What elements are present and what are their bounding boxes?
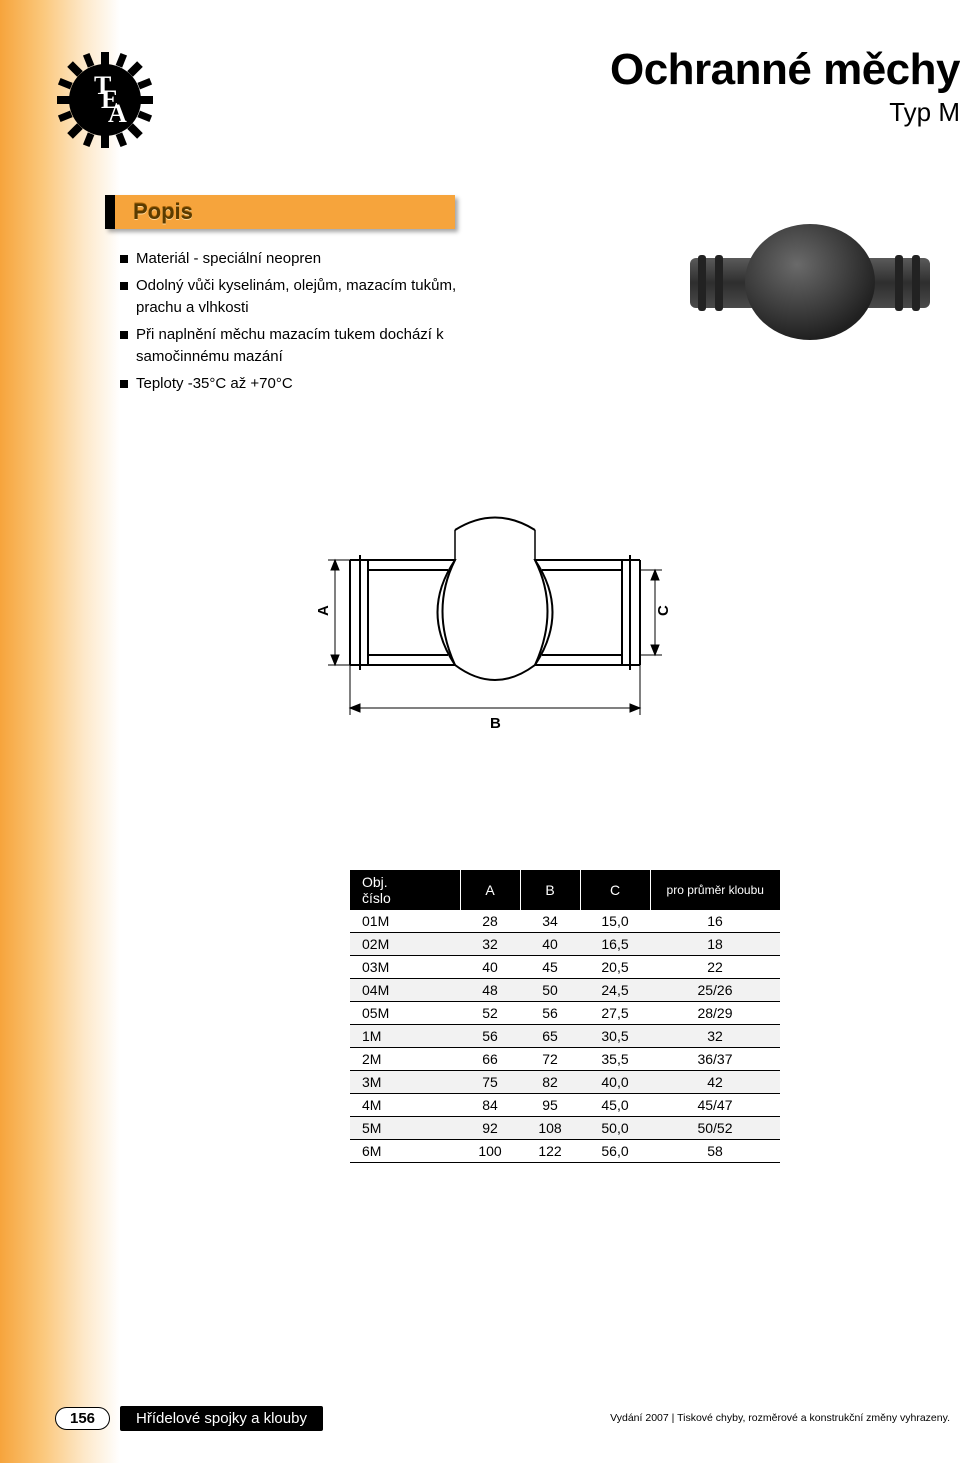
table-cell: 5M [350, 1117, 460, 1140]
table-cell: 16 [650, 910, 780, 933]
table-header-cell: A [460, 870, 520, 910]
table-cell: 6M [350, 1140, 460, 1163]
page-subtitle: Typ M [610, 97, 960, 128]
table-cell: 122 [520, 1140, 580, 1163]
footer-left: 156 Hřídelové spojky a klouby [55, 1406, 323, 1431]
table-body: 01M283415,01602M324016,51803M404520,5220… [350, 910, 780, 1163]
section-header-bar: Popis [105, 195, 455, 229]
table-cell: 36/37 [650, 1048, 780, 1071]
tea-logo-icon: T E A [55, 50, 155, 150]
diagram-label-a: A [315, 605, 332, 616]
footer-title-chip: Hřídelové spojky a klouby [120, 1406, 323, 1431]
table-cell: 18 [650, 933, 780, 956]
table-header-cell: C [580, 870, 650, 910]
table-cell: 40 [520, 933, 580, 956]
table-header-cell: Obj. číslo [350, 870, 460, 910]
table-header-row: Obj. čísloABCpro průměr kloubu [350, 870, 780, 910]
table-row: 01M283415,016 [350, 910, 780, 933]
table-cell: 1M [350, 1025, 460, 1048]
table-cell: 32 [460, 933, 520, 956]
diagram-label-c: C [655, 605, 672, 616]
table-cell: 32 [650, 1025, 780, 1048]
table-cell: 3M [350, 1071, 460, 1094]
table-row: 1M566530,532 [350, 1025, 780, 1048]
table-cell: 35,5 [580, 1048, 650, 1071]
table-row: 05M525627,528/29 [350, 1002, 780, 1025]
table-header-cell: pro průměr kloubu [650, 870, 780, 910]
table-cell: 2M [350, 1048, 460, 1071]
table-cell: 48 [460, 979, 520, 1002]
table-cell: 92 [460, 1117, 520, 1140]
page-title: Ochranné měchy [610, 45, 960, 95]
table-cell: 50 [520, 979, 580, 1002]
table-cell: 56 [520, 1002, 580, 1025]
page-footer: 156 Hřídelové spojky a klouby Vydání 200… [55, 1403, 950, 1433]
table-cell: 45 [520, 956, 580, 979]
table-cell: 16,5 [580, 933, 650, 956]
table-cell: 52 [460, 1002, 520, 1025]
table-cell: 40 [460, 956, 520, 979]
section-header-label: Popis [133, 199, 193, 225]
table-cell: 100 [460, 1140, 520, 1163]
table-row: 3M758240,042 [350, 1071, 780, 1094]
table-cell: 4M [350, 1094, 460, 1117]
table-cell: 30,5 [580, 1025, 650, 1048]
table-cell: 75 [460, 1071, 520, 1094]
table-cell: 25/26 [650, 979, 780, 1002]
table-cell: 02M [350, 933, 460, 956]
table-cell: 95 [520, 1094, 580, 1117]
table-row: 5M9210850,050/52 [350, 1117, 780, 1140]
table-cell: 82 [520, 1071, 580, 1094]
page-number: 156 [55, 1407, 110, 1430]
table-cell: 15,0 [580, 910, 650, 933]
table-cell: 05M [350, 1002, 460, 1025]
description-bullet: Materiál - speciální neopren [120, 248, 500, 271]
page-root: T E A Ochranné měchy Typ M Popis Materiá… [0, 0, 960, 1463]
table-cell: 50,0 [580, 1117, 650, 1140]
table-row: 04M485024,525/26 [350, 979, 780, 1002]
table-cell: 72 [520, 1048, 580, 1071]
table-cell: 84 [460, 1094, 520, 1117]
table-row: 4M849545,045/47 [350, 1094, 780, 1117]
table-cell: 58 [650, 1140, 780, 1163]
description-bullet: Při naplnění měchu mazacím tukem dochází… [120, 324, 500, 369]
table-row: 02M324016,518 [350, 933, 780, 956]
table-cell: 22 [650, 956, 780, 979]
technical-diagram: A C B [310, 500, 680, 750]
table-cell: 40,0 [580, 1071, 650, 1094]
svg-text:A: A [108, 99, 127, 128]
diagram-label-b: B [490, 715, 501, 732]
product-photo [680, 200, 940, 360]
table-cell: 01M [350, 910, 460, 933]
table-cell: 27,5 [580, 1002, 650, 1025]
table-cell: 03M [350, 956, 460, 979]
table-cell: 45/47 [650, 1094, 780, 1117]
table-cell: 24,5 [580, 979, 650, 1002]
description-bullet: Teploty -35°C až +70°C [120, 373, 500, 396]
table-cell: 56 [460, 1025, 520, 1048]
table-cell: 56,0 [580, 1140, 650, 1163]
title-block: Ochranné měchy Typ M [610, 45, 960, 128]
table-row: 03M404520,522 [350, 956, 780, 979]
dimensions-table: Obj. čísloABCpro průměr kloubu 01M283415… [350, 870, 780, 1163]
table-cell: 04M [350, 979, 460, 1002]
table-cell: 108 [520, 1117, 580, 1140]
table-cell: 28/29 [650, 1002, 780, 1025]
description-list: Materiál - speciální neopren Odolný vůči … [120, 248, 500, 399]
table-cell: 34 [520, 910, 580, 933]
description-bullet: Odolný vůči kyselinám, olejům, mazacím t… [120, 275, 500, 320]
table-row: 6M10012256,058 [350, 1140, 780, 1163]
footer-disclaimer: Vydání 2007 | Tiskové chyby, rozměrové a… [610, 1412, 950, 1424]
table-cell: 28 [460, 910, 520, 933]
table-row: 2M667235,536/37 [350, 1048, 780, 1071]
table-cell: 20,5 [580, 956, 650, 979]
table-header-cell: B [520, 870, 580, 910]
table-cell: 66 [460, 1048, 520, 1071]
gradient-sidebar [0, 0, 120, 1463]
table-cell: 50/52 [650, 1117, 780, 1140]
table-cell: 42 [650, 1071, 780, 1094]
table-cell: 65 [520, 1025, 580, 1048]
table-cell: 45,0 [580, 1094, 650, 1117]
